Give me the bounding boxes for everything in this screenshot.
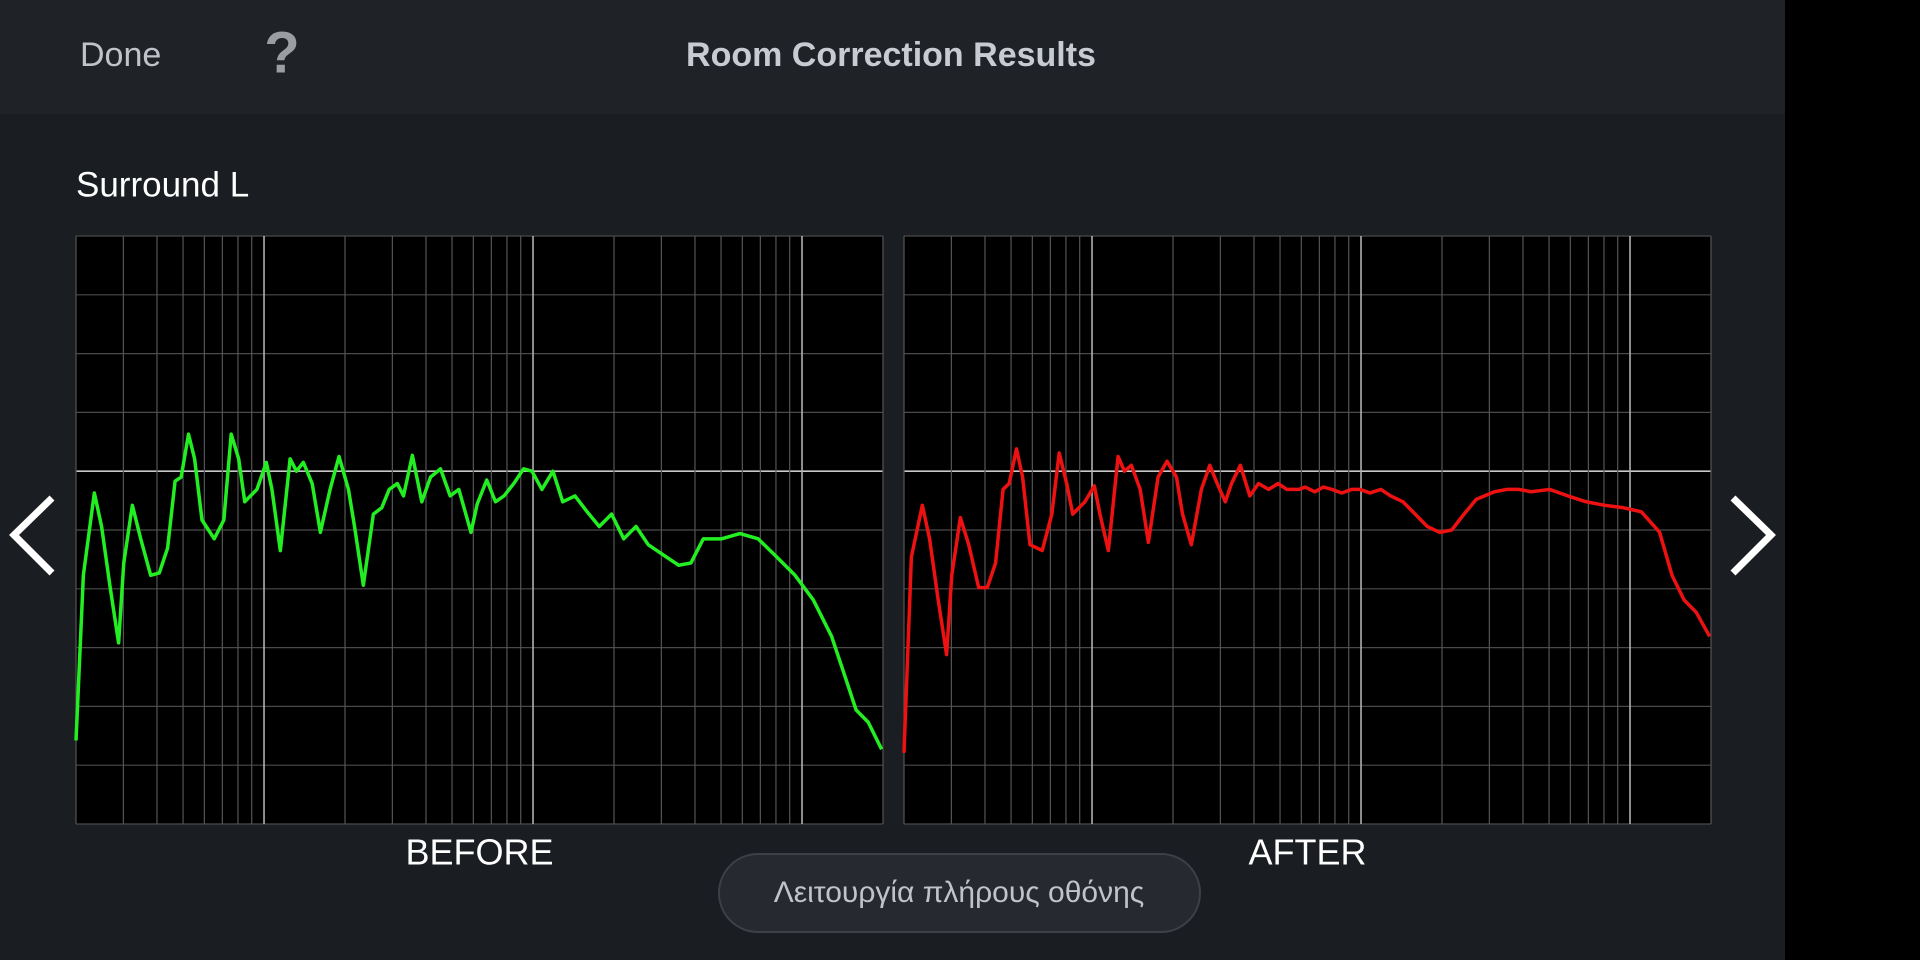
page-title: Room Correction Results	[686, 36, 1096, 74]
response-curve	[74, 432, 884, 751]
fullscreen-button[interactable]	[718, 853, 1201, 933]
previous-arrow[interactable]	[9, 495, 55, 576]
chart-caption: BEFORE	[405, 832, 553, 873]
channel-name: Surround L	[76, 165, 249, 204]
chart-caption: AFTER	[1248, 832, 1366, 873]
fullscreen-label: Λειτουργία πλήρους οθόνης	[774, 876, 1145, 909]
done-button[interactable]: Done	[80, 36, 161, 74]
response-curve	[902, 447, 1712, 753]
next-arrow[interactable]	[1730, 495, 1776, 576]
help-button[interactable]: ?	[264, 20, 299, 85]
header-bar	[0, 0, 1785, 114]
